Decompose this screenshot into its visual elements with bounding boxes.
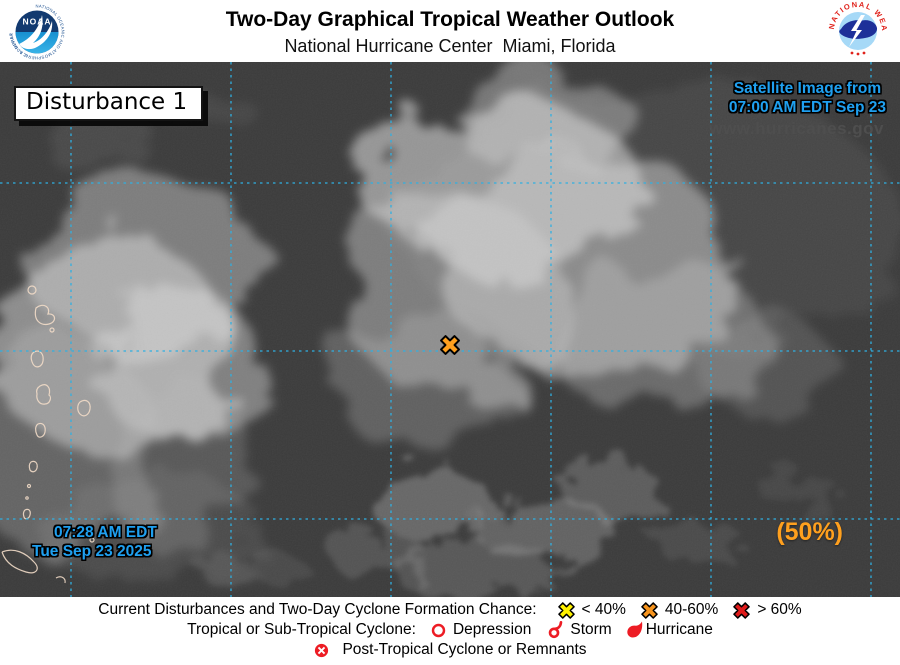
satellite-image-info: Satellite Image from 07:00 AM EDT Sep 23 [729,79,886,117]
orange-x-marker-icon [641,601,658,619]
hurricane-spiral-icon [627,620,642,638]
legend-item-40-60: 40-60% [640,601,718,620]
legend-label-gt60: > 60% [757,601,802,618]
legend: Current Disturbances and Two-Day Cyclone… [0,597,900,665]
noaa-logo-icon: NATIONAL OCEANIC AND ATMOSPHERIC ADMINIS… [8,3,66,61]
satellite-image [0,62,900,597]
legend-label-hurricane: Hurricane [645,621,713,638]
red-x-marker-icon [733,601,751,619]
legend-item-gt60: > 60% [732,601,802,620]
legend-item-lt40: < 40% [557,601,626,620]
nws-logo-icon: NATIONAL WEATHER SERVICE [820,1,896,61]
map-timestamp: 07:28 AM EDT Tue Sep 23 2025 [32,523,157,561]
legend-item-storm: Storm [545,620,612,641]
legend-label-depression: Depression [452,621,532,638]
post-tropical-circle-x-icon [315,643,329,657]
latlon-grid [0,62,900,597]
disturbance-x-marker [440,335,460,355]
legend-label-40-60: 40-60% [664,601,719,618]
legend-item-depression: Depression [430,621,531,639]
legend-line-cyclone-types: Tropical or Sub-Tropical Cyclone: Depres… [0,620,900,640]
hurricanes-gov-watermark: www.hurricanes.gov [709,119,884,138]
cyclone-type-label: Tropical or Sub-Tropical Cyclone: [187,621,416,638]
satellite-map[interactable]: Disturbance 1 Satellite Image from 07:00… [0,62,900,597]
storm-spiral-icon [549,620,563,638]
legend-line-post-tropical: Post-Tropical Cyclone or Remnants [0,640,900,660]
legend-item-hurricane: Hurricane [626,620,713,641]
legend-item-post-tropical: Post-Tropical Cyclone or Remnants [313,641,587,659]
svg-text:NOAA: NOAA [22,17,51,27]
yellow-x-marker-icon [557,601,575,619]
island-outlines [1,285,95,584]
legend-line-formation-chance: Current Disturbances and Two-Day Cyclone… [0,600,900,620]
legend-label-lt40: < 40% [581,601,626,618]
header: Two-Day Graphical Tropical Weather Outlo… [0,0,900,62]
formation-chance-label: Current Disturbances and Two-Day Cyclone… [98,601,537,618]
page-subtitle: National Hurricane Center Miami, Florida [284,36,616,56]
formation-chance-percentage: (50%) [776,518,843,546]
legend-label-storm: Storm [570,621,612,638]
legend-label-post-tropical: Post-Tropical Cyclone or Remnants [342,641,587,658]
timestamp-time: 07:28 AM EDT [54,524,157,541]
disturbance-label: Disturbance 1 [14,86,204,121]
depression-circle-icon [431,623,446,637]
satellite-info-line2: 07:00 AM EDT Sep 23 [728,99,886,116]
timestamp-date: Tue Sep 23 2025 [32,543,152,560]
satellite-info-line1: Satellite Image from [733,80,882,97]
page-title: Two-Day Graphical Tropical Weather Outlo… [225,8,675,31]
